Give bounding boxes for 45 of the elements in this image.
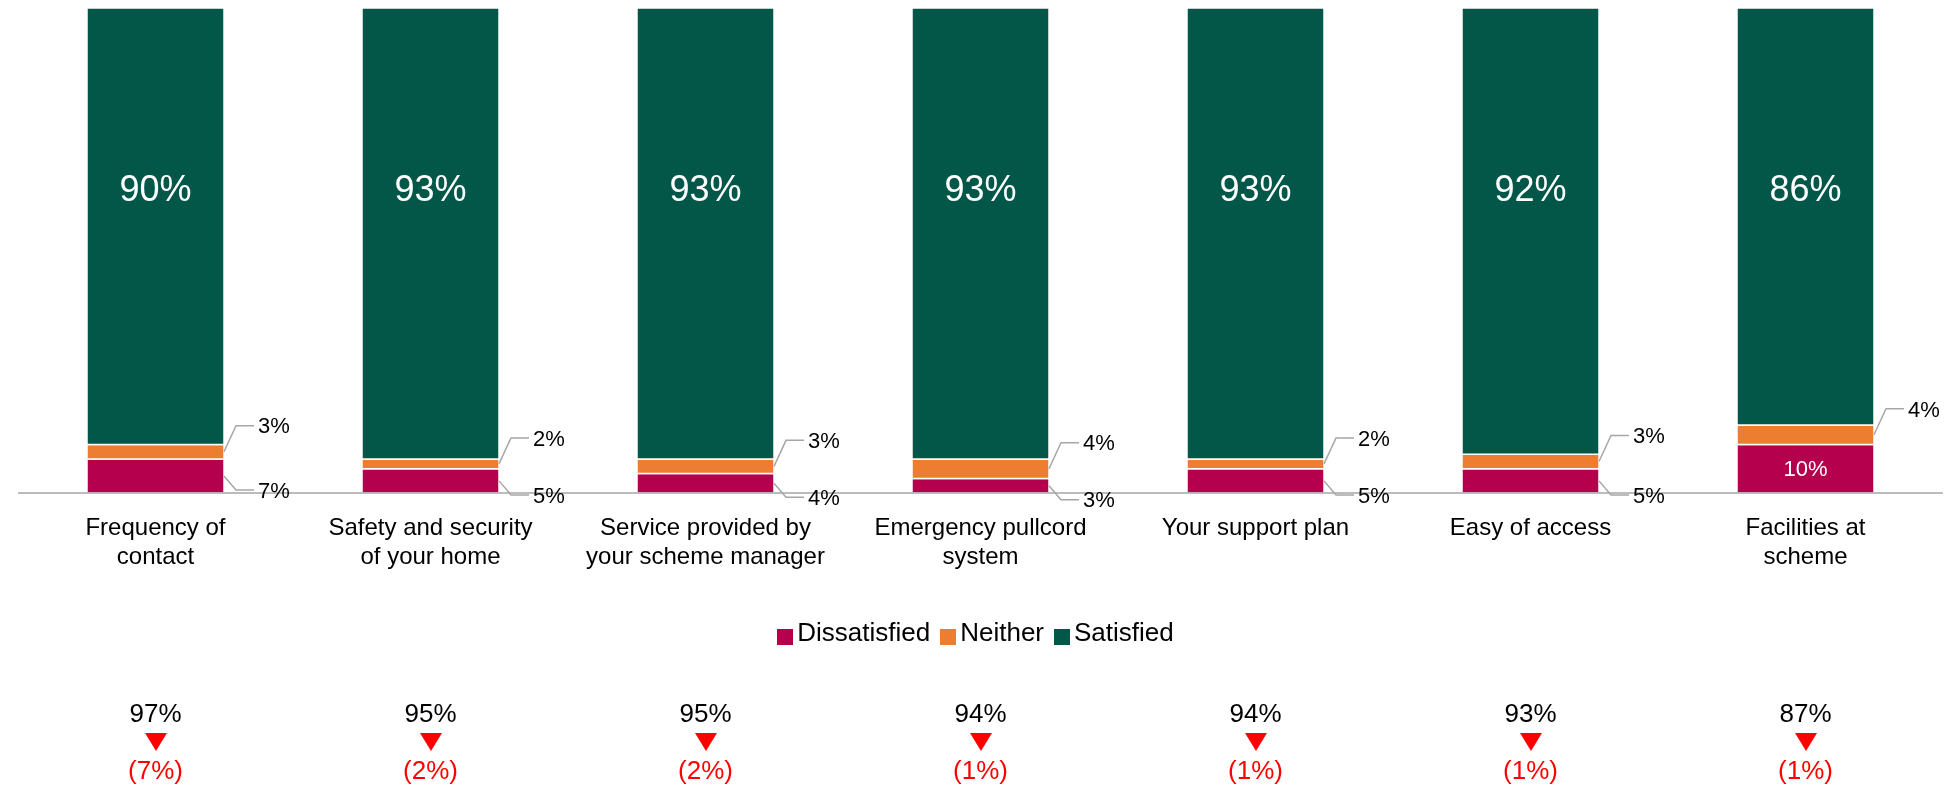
x-tick-label: Emergency pullcord system <box>874 513 1087 569</box>
text: 94% <box>954 698 1007 729</box>
data-label: 7% <box>258 477 290 503</box>
data-label: 5% <box>533 482 565 508</box>
text: (1%) <box>1228 755 1283 786</box>
text: 87% <box>1779 698 1832 729</box>
data-label: 5% <box>1633 482 1665 508</box>
x-tick-label: Safety and security of your home <box>328 513 533 569</box>
text: (2%) <box>403 755 458 786</box>
data-label: 86% <box>1769 167 1842 209</box>
text: 97% <box>129 698 182 729</box>
text: (1%) <box>1503 755 1558 786</box>
text: (2%) <box>678 755 733 786</box>
data-label: 10% <box>1783 456 1828 482</box>
text: (7%) <box>128 755 183 786</box>
data-label: 3% <box>1633 423 1665 449</box>
legend-label: Dissatisfied <box>797 617 931 647</box>
data-label: 5% <box>1358 482 1390 508</box>
data-label: 92% <box>1494 167 1567 209</box>
x-tick-label: Facilities at scheme <box>1745 513 1866 569</box>
data-label: 93% <box>669 167 742 209</box>
data-label: 2% <box>533 425 565 451</box>
data-label: 4% <box>808 485 840 510</box>
text: 94% <box>1229 698 1282 729</box>
data-label: 2% <box>1358 425 1390 451</box>
text: (1%) <box>953 755 1008 786</box>
x-tick-label: Easy of access <box>1449 513 1612 540</box>
data-label: 3% <box>258 413 290 439</box>
data-label: 93% <box>1219 167 1292 209</box>
x-tick-label: Your support plan <box>1161 513 1350 540</box>
data-label: 4% <box>1083 430 1115 456</box>
text: 95% <box>679 698 732 729</box>
text: 93% <box>1504 698 1557 729</box>
legend-label: Satisfied <box>1074 617 1174 647</box>
data-label: 3% <box>808 428 840 454</box>
data-label: 93% <box>394 167 467 209</box>
data-label: 90% <box>119 167 192 209</box>
x-tick-label: Frequency of contact <box>85 513 226 569</box>
data-label: 4% <box>1908 396 1940 422</box>
x-tick-label: Service provided by your scheme manager <box>586 513 825 569</box>
data-label: 3% <box>1083 487 1115 513</box>
data-label: 93% <box>944 167 1017 209</box>
text: (1%) <box>1778 755 1833 786</box>
legend-label: Neither <box>960 617 1045 647</box>
text: 95% <box>404 698 457 729</box>
